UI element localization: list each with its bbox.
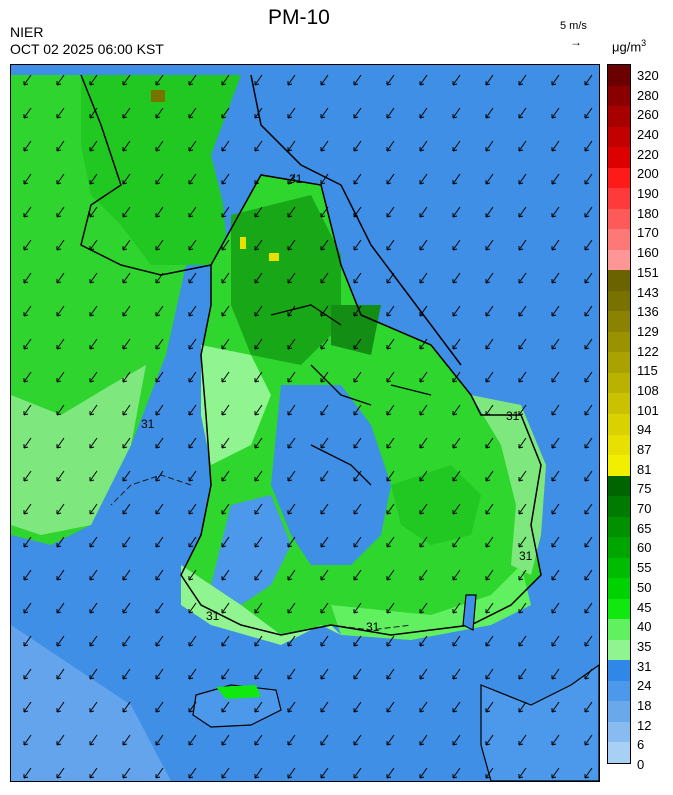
legend-label: 320 [637,68,659,83]
legend-label: 12 [637,717,652,733]
legend-swatch [608,537,630,559]
unit-exponent: 3 [641,38,647,48]
legend-label: 200 [637,166,659,182]
legend-label: 260 [637,107,659,123]
legend-swatch [608,496,630,518]
legend-label: 87 [637,442,652,458]
legend-label: 6 [637,737,645,753]
legend-swatch [608,249,630,271]
legend-label: 60 [637,540,652,556]
legend-label: 81 [637,461,652,477]
legend-label: 31 [637,658,652,674]
legend-swatch [608,557,630,579]
contour-label-south: 31 [366,620,380,634]
legend-swatch [608,742,630,764]
legend-label: 240 [637,127,659,143]
legend-label: 70 [637,501,652,517]
legend-swatch [608,208,630,230]
unit-base: μg/m [612,39,642,55]
legend-swatch [608,167,630,189]
legend-label: 55 [637,560,652,576]
legend-label: 136 [637,304,659,320]
legend-label: 143 [637,284,659,300]
legend-swatch [608,455,630,477]
legend-label: 108 [637,382,659,398]
legend-swatch [608,290,630,312]
legend-label: 160 [637,245,659,261]
legend-swatch [608,393,630,415]
legend-label: 18 [637,697,652,713]
legend-swatch [608,188,630,210]
legend-label: 190 [637,186,659,202]
legend-label: 75 [637,481,652,497]
legend-label: 220 [637,146,659,162]
contour-label-southwest: 31 [206,609,220,623]
legend-swatch [608,701,630,723]
agency-label: NIER [10,24,44,40]
legend-label: 50 [637,579,652,595]
contour-label-east: 31 [506,409,520,423]
legend-swatch [608,639,630,661]
legend-swatch [608,475,630,497]
legend-swatch [608,106,630,128]
pm10-map: 31 31 31 31 31 31 [10,64,600,782]
legend-label: 280 [637,87,659,103]
contour-label-north: 31 [289,172,303,186]
legend-swatch [608,311,630,333]
wind-vectors [11,65,599,781]
legend-label: 94 [637,422,652,438]
contour-label-southeast: 31 [519,549,533,563]
legend-swatch [608,352,630,374]
legend-label: 101 [637,402,659,418]
legend-label: 115 [637,363,658,379]
legend-swatch [608,270,630,292]
legend-swatch [608,619,630,641]
wind-scale-arrow-icon: → [570,35,582,49]
legend-label: 40 [637,619,652,635]
forecast-datetime: OCT 02 2025 06:00 KST [10,41,164,57]
legend-swatch [608,660,630,682]
legend-swatch [608,578,630,600]
legend-label: 45 [637,599,652,615]
legend-label: 180 [637,205,659,221]
legend-swatch [608,85,630,107]
legend-swatch [608,516,630,538]
wind-scale-label: 5 m/s [560,20,587,32]
legend-label: 151 [637,264,659,280]
legend-swatch [608,414,630,436]
legend-swatch [608,331,630,353]
legend-swatch [608,65,630,87]
unit-label: μg/m3 [612,38,646,54]
legend-label: 65 [637,520,652,536]
legend-label: 170 [637,225,659,241]
legend-swatch [608,372,630,394]
legend-swatch [608,126,630,148]
legend-swatch [608,721,630,743]
map-svg: 31 31 31 31 31 31 [11,65,599,781]
legend-swatch [608,147,630,169]
legend-label: 129 [637,323,659,339]
legend-swatch [608,434,630,456]
legend-swatch [608,598,630,620]
contour-label-west: 31 [141,417,155,431]
legend-label: 35 [637,638,652,654]
color-legend [607,64,631,764]
legend-label: 122 [637,343,659,359]
map-title: PM-10 [268,6,330,29]
legend-label: 24 [637,678,652,694]
legend-swatch [608,229,630,251]
legend-swatch [608,680,630,702]
legend-label: 0 [637,757,645,772]
